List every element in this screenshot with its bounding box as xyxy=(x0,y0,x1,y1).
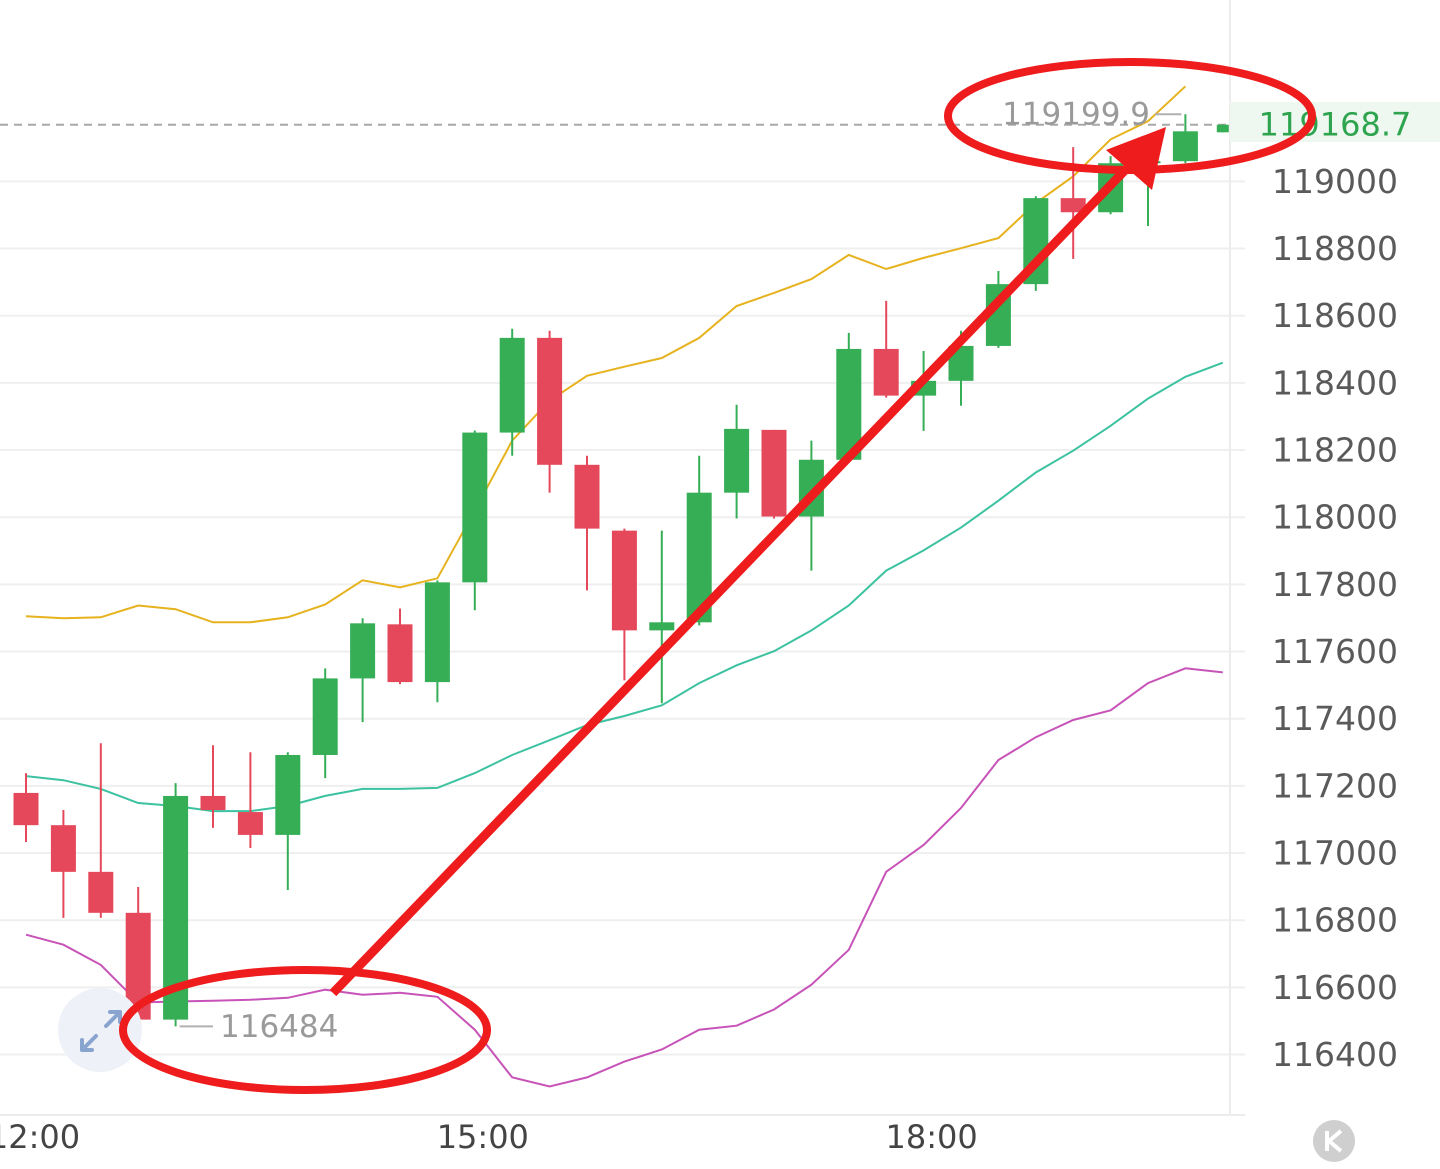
y-tick-label: 118400 xyxy=(1272,363,1398,402)
indicator-line xyxy=(25,361,1224,813)
candle-body xyxy=(537,337,563,465)
candle-body xyxy=(200,795,226,811)
y-tick-label: 119000 xyxy=(1272,162,1398,201)
candle-body xyxy=(761,429,787,517)
y-tick-label: 116800 xyxy=(1272,901,1398,940)
y-tick-label: 117000 xyxy=(1272,834,1398,873)
y-tick-label: 118000 xyxy=(1272,498,1398,537)
y-tick-label: 118600 xyxy=(1272,296,1398,335)
y-tick-label: 116600 xyxy=(1272,968,1398,1007)
candle-body xyxy=(873,348,899,396)
indicator-line xyxy=(25,667,1223,1088)
y-tick-label: 117400 xyxy=(1272,699,1398,738)
candles xyxy=(13,114,1229,1027)
candle-body xyxy=(1172,131,1198,162)
y-tick-label: 117200 xyxy=(1272,766,1398,805)
candle-body xyxy=(50,825,76,872)
expand-icon[interactable] xyxy=(58,988,142,1072)
y-tick-label: 116400 xyxy=(1272,1035,1398,1074)
candle-body xyxy=(499,337,525,433)
x-tick-label: 15:00 xyxy=(437,1118,529,1156)
candle-body xyxy=(574,464,600,529)
y-tick-label: 118200 xyxy=(1272,431,1398,470)
arrow-head xyxy=(1106,127,1166,190)
y-tick-label: 118800 xyxy=(1272,229,1398,268)
indicator-line xyxy=(25,85,1187,624)
candle-body xyxy=(387,624,413,683)
min-annotation: 116484 xyxy=(220,1009,338,1045)
price-label-box xyxy=(1230,102,1440,142)
candle-body xyxy=(649,622,675,631)
candle-body xyxy=(1060,198,1086,213)
candle-body xyxy=(462,432,488,583)
candle-body xyxy=(237,812,263,835)
candle-body xyxy=(275,754,301,835)
candle-body xyxy=(611,530,637,631)
current-price-label: 119168.7 xyxy=(1259,106,1412,144)
candle-body xyxy=(424,582,450,683)
indicator-lines xyxy=(25,85,1224,1088)
candle-body xyxy=(13,792,39,826)
trend-arrow xyxy=(329,161,1134,997)
candle-body xyxy=(350,623,376,679)
y-tick-label: 117800 xyxy=(1272,565,1398,604)
candle-body xyxy=(724,428,750,493)
y-tick-label: 117600 xyxy=(1272,632,1398,671)
highlight-ellipse xyxy=(119,966,491,1094)
candle-body xyxy=(836,348,862,460)
candle-body xyxy=(88,871,114,913)
candle-body xyxy=(312,678,338,755)
candle-body xyxy=(1216,124,1229,133)
max-annotation: 119199.9 xyxy=(1002,97,1150,133)
x-tick-label: 18:00 xyxy=(885,1118,977,1156)
x-tick-label: 12:00 xyxy=(0,1118,80,1156)
k-button[interactable] xyxy=(1313,1120,1355,1162)
labels: 116400 116600 116800 117000 117200 117400 1176… xyxy=(0,97,1411,1156)
